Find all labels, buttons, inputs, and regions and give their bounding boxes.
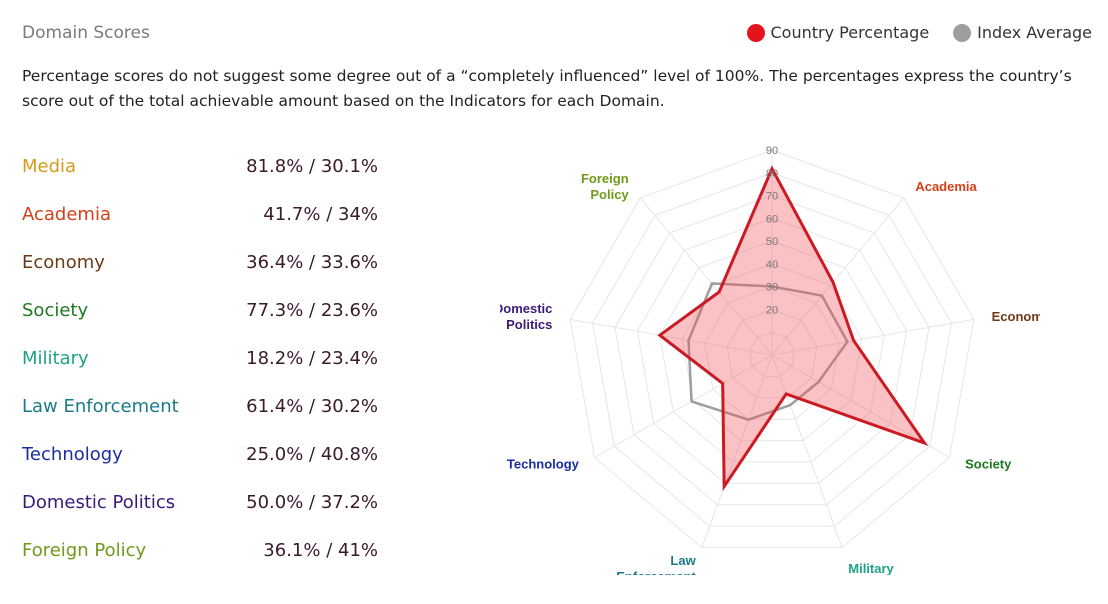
description-text: Percentage scores do not suggest some de… [22,67,1072,110]
legend-average-dot-icon [953,23,972,42]
category-label: Enforcement [616,569,696,575]
grid-spoke [771,197,905,356]
radial-tick-label: 30 [766,282,778,294]
category-label: Law [670,553,696,568]
domain-value: 36.1% / 41% [263,540,378,561]
radial-tick-label: 70 [766,191,778,203]
domain-name: Foreign Policy [22,540,147,561]
domain-scores-title: Domain Scores [22,23,150,43]
domain-name: Academia [22,204,111,225]
domain-value: 77.3% / 23.6% [246,300,378,321]
domain-value: 41.7% / 34% [263,204,378,225]
domain-name: Military [22,348,89,369]
legend-country-dot-icon [746,23,765,42]
domain-value: 25.0% / 40.8% [246,444,378,465]
domain-row-technology: Technology 25.0% / 40.8% [22,438,378,486]
domain-row-military: Military 18.2% / 23.4% [22,342,378,390]
domain-row-economy: Economy 36.4% / 33.6% [22,246,378,294]
domain-name: Technology [22,444,123,465]
series-country-percentage [657,165,929,492]
grid-ring [726,308,818,399]
grid-ring [659,240,885,463]
grid-spoke [771,318,974,356]
category-label: Academia [915,179,977,194]
grid-spoke [771,354,843,548]
grid-spoke [639,197,773,356]
grid-ring [592,172,952,527]
grid-ring [569,149,975,549]
legend-average-label: Index Average [977,23,1092,42]
domain-row-media: Media 81.8% / 30.1% [22,150,378,198]
category-label: Military [848,561,894,575]
grid-ring [636,217,908,484]
chart-legend: Country Percentage Index Average [723,23,1092,42]
domain-row-domestic-politics: Domestic Politics 50.0% / 37.2% [22,486,378,534]
domain-row-society: Society 77.3% / 23.6% [22,294,378,342]
radar-chart: 2030405060708090MediaAcademiaEconomySoci… [500,145,1040,575]
legend-country-label: Country Percentage [770,23,930,42]
radial-tick-label: 90 [766,145,778,157]
radial-tick-label: 60 [766,213,778,225]
domain-name: Media [22,156,77,177]
grid-spoke [594,354,773,458]
grid-ring [704,286,840,420]
radial-tick-label: 50 [766,236,778,248]
domain-name: Economy [22,252,105,273]
grid-ring [681,263,863,442]
grid-ring [614,195,930,506]
category-label: Technology [507,457,580,472]
domain-value: 50.0% / 37.2% [246,492,378,513]
grid-ring [749,331,795,377]
category-label: Politics [506,317,552,332]
domain-name: Law Enforcement [22,396,179,417]
grid-spoke [570,318,773,356]
domain-value: 18.2% / 23.4% [246,348,378,369]
category-label: Foreign [581,171,629,186]
category-label: Society [965,457,1012,472]
radial-tick-label: 20 [766,304,778,316]
domain-row-foreign-policy: Foreign Policy 36.1% / 41% [22,534,378,582]
domain-name: Domestic Politics [22,492,176,513]
legend-item-average[interactable]: Index Average [953,23,1092,42]
domain-value: 61.4% / 30.2% [246,396,378,417]
category-label: Economy [992,309,1040,324]
legend-item-country[interactable]: Country Percentage [746,23,930,42]
domain-name: Society [22,300,89,321]
radial-tick-label: 80 [766,168,778,180]
domain-row-academia: Academia 41.7% / 34% [22,198,378,246]
radial-tick-label: 40 [766,259,778,271]
domain-row-law-enforcement: Law Enforcement 61.4% / 30.2% [22,390,378,438]
category-label: Policy [590,187,629,202]
domain-score-list: Media 81.8% / 30.1% Academia 41.7% / 34%… [22,150,378,582]
grid-spoke [701,354,773,548]
domain-value: 36.4% / 33.6% [246,252,378,273]
category-label: Domestic [500,301,552,316]
domain-value: 81.8% / 30.1% [246,156,378,177]
series-index-average [687,282,849,421]
